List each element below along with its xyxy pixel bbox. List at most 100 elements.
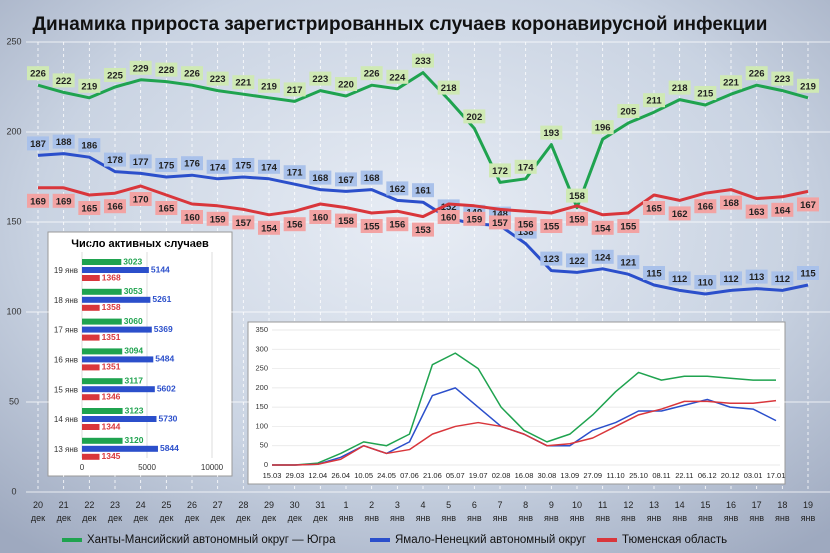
data-label-box xyxy=(437,80,460,95)
y-tick-label: 15 янв xyxy=(54,385,78,394)
data-label: 222 xyxy=(56,76,72,87)
data-label-box xyxy=(283,217,306,232)
data-label-box xyxy=(78,201,101,215)
data-label-box xyxy=(566,211,588,226)
data-label: 152 xyxy=(441,202,457,213)
x-tick-label: 13.09 xyxy=(560,471,579,480)
data-label-box xyxy=(668,271,691,286)
series-line xyxy=(37,71,809,210)
data-label-box xyxy=(591,220,614,235)
y-tick-label: 150 xyxy=(6,216,21,226)
data-label: 159 xyxy=(569,214,585,225)
x-tick-label: 10000 xyxy=(201,463,224,472)
legend-label: Ямало-Ненецкий автономный округ xyxy=(395,534,586,546)
data-label: 166 xyxy=(107,202,123,213)
legend-label: Тюменская область xyxy=(622,534,727,546)
data-label: 211 xyxy=(646,96,662,107)
data-label-box xyxy=(78,78,101,93)
x-tick-label: 6 янв xyxy=(467,500,482,523)
data-label: 3023 xyxy=(123,256,142,266)
x-tick-label: 18 янв xyxy=(775,500,790,523)
data-label: 165 xyxy=(81,204,98,215)
x-tick-label: 12.04 xyxy=(308,471,327,480)
data-label: 174 xyxy=(210,162,227,173)
data-label: 159 xyxy=(210,214,226,225)
data-label: 219 xyxy=(81,81,97,92)
x-tick-label: 27.09 xyxy=(583,471,602,480)
data-label: 112 xyxy=(672,274,687,285)
data-label: 1344 xyxy=(101,421,120,431)
data-label: 3060 xyxy=(124,316,143,326)
data-label: 5730 xyxy=(158,413,177,423)
x-tick-label: 17 янв xyxy=(749,500,764,523)
data-label: 162 xyxy=(672,209,688,220)
x-tick-label: 15.03 xyxy=(263,471,282,480)
data-label: 153 xyxy=(415,225,431,236)
data-label: 221 xyxy=(235,78,252,89)
bar xyxy=(82,394,100,401)
data-label: 215 xyxy=(697,89,714,100)
bar xyxy=(82,275,100,281)
data-label: 5484 xyxy=(155,354,174,364)
x-tick-label: 23 дек xyxy=(108,500,122,523)
inset-title: Число активных случаев xyxy=(71,238,209,250)
data-label-box xyxy=(206,71,229,86)
bar xyxy=(82,318,122,325)
data-label: 217 xyxy=(287,85,303,96)
data-label: 218 xyxy=(441,83,457,94)
data-label: 156 xyxy=(518,220,534,231)
x-tick-label: 7 янв xyxy=(493,500,508,523)
data-label: 157 xyxy=(492,218,508,229)
data-label-box xyxy=(463,109,486,124)
data-label: 148 xyxy=(492,209,508,220)
data-label-box xyxy=(309,71,332,86)
data-label-box xyxy=(155,62,178,77)
data-label: 115 xyxy=(800,269,816,280)
data-label: 193 xyxy=(543,128,559,139)
x-tick-label: 3 янв xyxy=(390,500,405,523)
data-label: 159 xyxy=(466,214,482,225)
data-label: 123 xyxy=(543,254,559,265)
data-label-box xyxy=(720,195,742,210)
x-tick-label: 27 дек xyxy=(211,500,225,523)
data-label-box xyxy=(720,271,742,286)
data-label: 1358 xyxy=(102,302,121,312)
data-label: 5261 xyxy=(152,294,171,304)
x-tick-label: 12 янв xyxy=(621,500,636,523)
data-label: 225 xyxy=(107,71,124,82)
data-label: 221 xyxy=(723,78,740,89)
data-label: 187 xyxy=(30,139,46,150)
data-label: 165 xyxy=(158,204,175,215)
legend-label: Ханты-Мансийский автономный округ — Югра xyxy=(87,534,336,546)
data-label-box xyxy=(591,120,614,135)
x-tick-label: 29.03 xyxy=(286,471,305,480)
data-label: 3120 xyxy=(125,435,144,445)
data-label: 168 xyxy=(364,173,380,184)
data-label-box xyxy=(360,66,383,81)
data-label-box xyxy=(78,138,101,153)
data-label-box xyxy=(360,219,383,233)
data-label-box xyxy=(104,68,126,82)
data-label-box xyxy=(206,211,229,226)
data-label-box xyxy=(412,53,434,68)
data-label-box xyxy=(720,75,742,90)
x-tick-label: 03.01 xyxy=(744,471,763,480)
data-label: 174 xyxy=(261,162,278,173)
data-label-box xyxy=(335,213,357,228)
x-tick-label: 11.10 xyxy=(607,471,625,480)
data-label: 5844 xyxy=(160,443,179,453)
data-label-box xyxy=(771,202,794,217)
data-label-box xyxy=(386,181,409,196)
bar xyxy=(82,424,100,430)
bar xyxy=(82,267,149,273)
data-label: 155 xyxy=(620,222,637,233)
x-tick-label: 17.01 xyxy=(767,471,786,480)
data-label-box xyxy=(591,249,614,264)
data-label-box xyxy=(797,197,819,212)
x-tick-label: 21 дек xyxy=(57,500,71,523)
x-tick-label: 05.07 xyxy=(446,471,465,480)
data-label: 226 xyxy=(30,69,46,80)
data-label: 1345 xyxy=(101,451,120,461)
data-label: 160 xyxy=(184,213,200,224)
